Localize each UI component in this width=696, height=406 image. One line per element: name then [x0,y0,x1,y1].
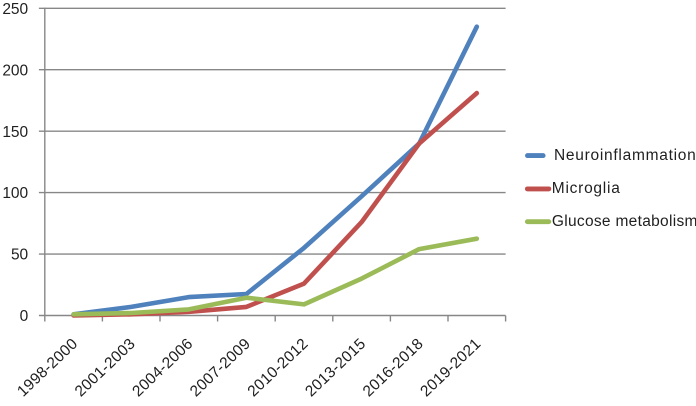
svg-text:150: 150 [2,124,28,141]
svg-text:100: 100 [2,185,28,202]
svg-text:0: 0 [20,308,29,325]
svg-text:Neuroinflammation: Neuroinflammation [554,147,696,164]
svg-text:50: 50 [11,247,29,264]
svg-text:250: 250 [2,1,28,18]
svg-text:Glucose metabolism: Glucose metabolism [552,213,696,230]
svg-text:Microglia: Microglia [552,180,621,197]
svg-text:200: 200 [2,62,28,79]
